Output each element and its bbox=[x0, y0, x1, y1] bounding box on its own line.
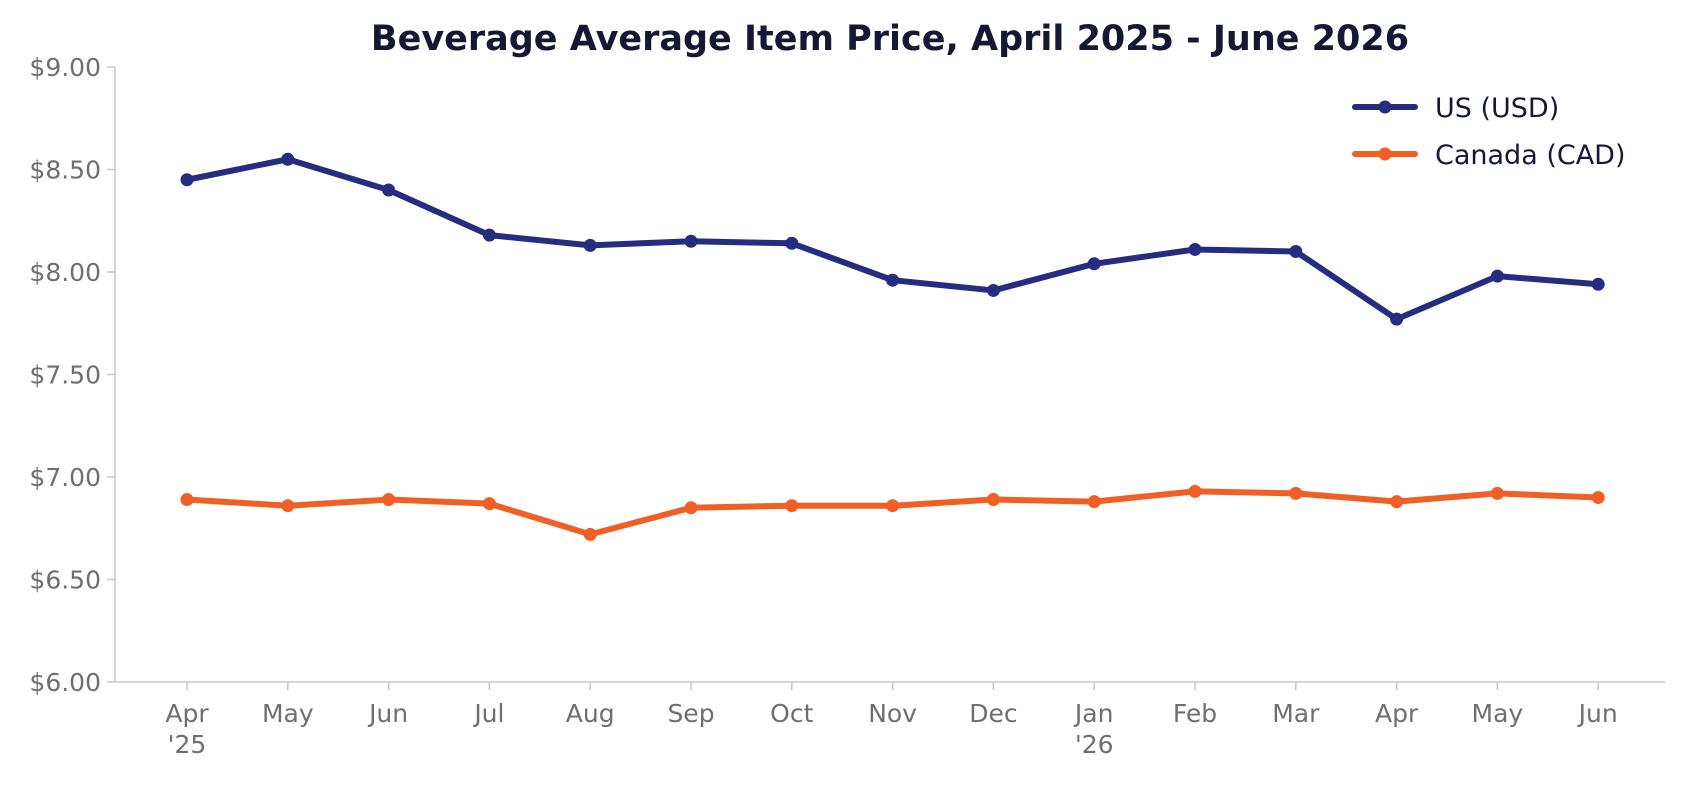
data-point bbox=[1289, 486, 1303, 500]
data-point bbox=[180, 493, 194, 507]
series-line bbox=[184, 156, 1602, 323]
data-point bbox=[583, 527, 597, 541]
legend: US (USD) Canada (CAD) bbox=[1352, 93, 1626, 171]
data-point bbox=[886, 499, 900, 513]
data-point bbox=[684, 234, 698, 248]
data-point bbox=[1490, 269, 1504, 283]
data-point bbox=[1591, 277, 1605, 291]
x-tick-label: '26 bbox=[1075, 730, 1114, 759]
legend-item: US (USD) bbox=[1352, 93, 1559, 124]
x-tick-label: Jun bbox=[367, 699, 408, 728]
y-tick-label: $6.00 bbox=[29, 668, 101, 697]
data-point bbox=[1390, 495, 1404, 509]
data-point bbox=[1289, 245, 1303, 258]
data-point bbox=[684, 501, 698, 515]
data-point bbox=[180, 173, 194, 187]
data-point bbox=[1188, 242, 1202, 256]
legend-item: Canada (CAD) bbox=[1352, 140, 1626, 171]
data-point bbox=[1188, 484, 1202, 498]
x-tick-label: Jan bbox=[1073, 699, 1114, 728]
x-tick-label: Nov bbox=[868, 699, 917, 728]
y-tick-label: $8.00 bbox=[29, 258, 101, 287]
x-tick-label: Apr bbox=[165, 699, 209, 728]
x-tick-label: Jul bbox=[472, 699, 504, 728]
data-point bbox=[1490, 486, 1504, 500]
data-point bbox=[1390, 312, 1404, 326]
series-line bbox=[184, 488, 1602, 538]
data-point bbox=[1591, 491, 1605, 504]
data-point bbox=[382, 493, 396, 507]
legend-marker bbox=[1378, 100, 1392, 114]
legend-marker bbox=[1378, 147, 1392, 161]
data-point bbox=[281, 152, 295, 166]
x-tick-label: '25 bbox=[168, 730, 207, 759]
x-tick-label: Mar bbox=[1272, 699, 1320, 728]
y-tick-label: $7.00 bbox=[29, 463, 101, 492]
y-tick-label: $9.00 bbox=[29, 53, 101, 82]
x-tick-label: Feb bbox=[1173, 699, 1217, 728]
series-0 bbox=[180, 152, 1605, 326]
series-layer bbox=[180, 152, 1605, 541]
x-tick-label: Oct bbox=[770, 699, 813, 728]
x-tick-label: Aug bbox=[566, 699, 615, 728]
x-tick-label: Jun bbox=[1577, 699, 1618, 728]
axes: $6.00$6.50$7.00$7.50$8.00$8.50$9.00Apr'2… bbox=[29, 53, 1665, 759]
data-point bbox=[1087, 495, 1101, 509]
data-point bbox=[1087, 257, 1101, 271]
data-point bbox=[281, 499, 295, 513]
data-point bbox=[382, 183, 396, 197]
data-point bbox=[886, 273, 900, 287]
x-tick-label: Dec bbox=[969, 699, 1017, 728]
y-tick-label: $7.50 bbox=[29, 361, 101, 390]
data-point bbox=[583, 238, 597, 252]
x-tick-label: Apr bbox=[1375, 699, 1419, 728]
data-point bbox=[785, 499, 799, 513]
series-1 bbox=[180, 484, 1605, 541]
y-tick-label: $8.50 bbox=[29, 156, 101, 185]
y-tick-label: $6.50 bbox=[29, 566, 101, 595]
x-tick-label: May bbox=[1472, 699, 1524, 728]
legend-label: US (USD) bbox=[1435, 93, 1559, 124]
data-point bbox=[482, 497, 496, 511]
chart-title: Beverage Average Item Price, April 2025 … bbox=[371, 19, 1409, 59]
x-tick-label: Sep bbox=[667, 699, 714, 728]
data-point bbox=[785, 236, 799, 250]
data-point bbox=[986, 493, 1000, 507]
data-point bbox=[986, 283, 1000, 297]
legend-label: Canada (CAD) bbox=[1435, 140, 1626, 171]
x-tick-label: May bbox=[262, 699, 314, 728]
data-point bbox=[482, 228, 496, 242]
